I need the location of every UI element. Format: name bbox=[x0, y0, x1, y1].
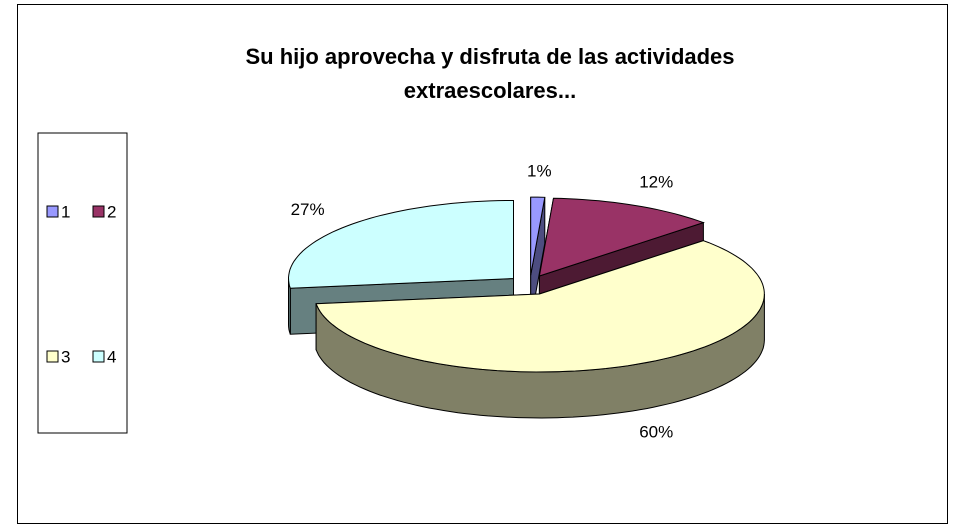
legend-swatch bbox=[92, 205, 105, 218]
legend-box bbox=[37, 132, 128, 434]
data-label: 60% bbox=[639, 423, 673, 442]
slice-top bbox=[287, 200, 514, 289]
data-label: 27% bbox=[291, 200, 325, 219]
legend-swatch bbox=[92, 350, 105, 363]
legend-swatch bbox=[46, 350, 59, 363]
legend-label: 4 bbox=[107, 347, 116, 366]
legend-label: 3 bbox=[61, 347, 70, 366]
legend-swatch bbox=[46, 205, 59, 218]
legend-label: 1 bbox=[61, 202, 70, 221]
pie-slice bbox=[315, 239, 765, 419]
slice-top bbox=[530, 196, 546, 276]
data-label: 1% bbox=[527, 162, 552, 181]
legend-label: 2 bbox=[107, 202, 116, 221]
slice-top bbox=[538, 197, 705, 277]
slice-top bbox=[315, 240, 765, 373]
chart-title: Su hijo aprovecha y disfruta de las acti… bbox=[245, 44, 735, 103]
data-label: 12% bbox=[639, 172, 673, 191]
